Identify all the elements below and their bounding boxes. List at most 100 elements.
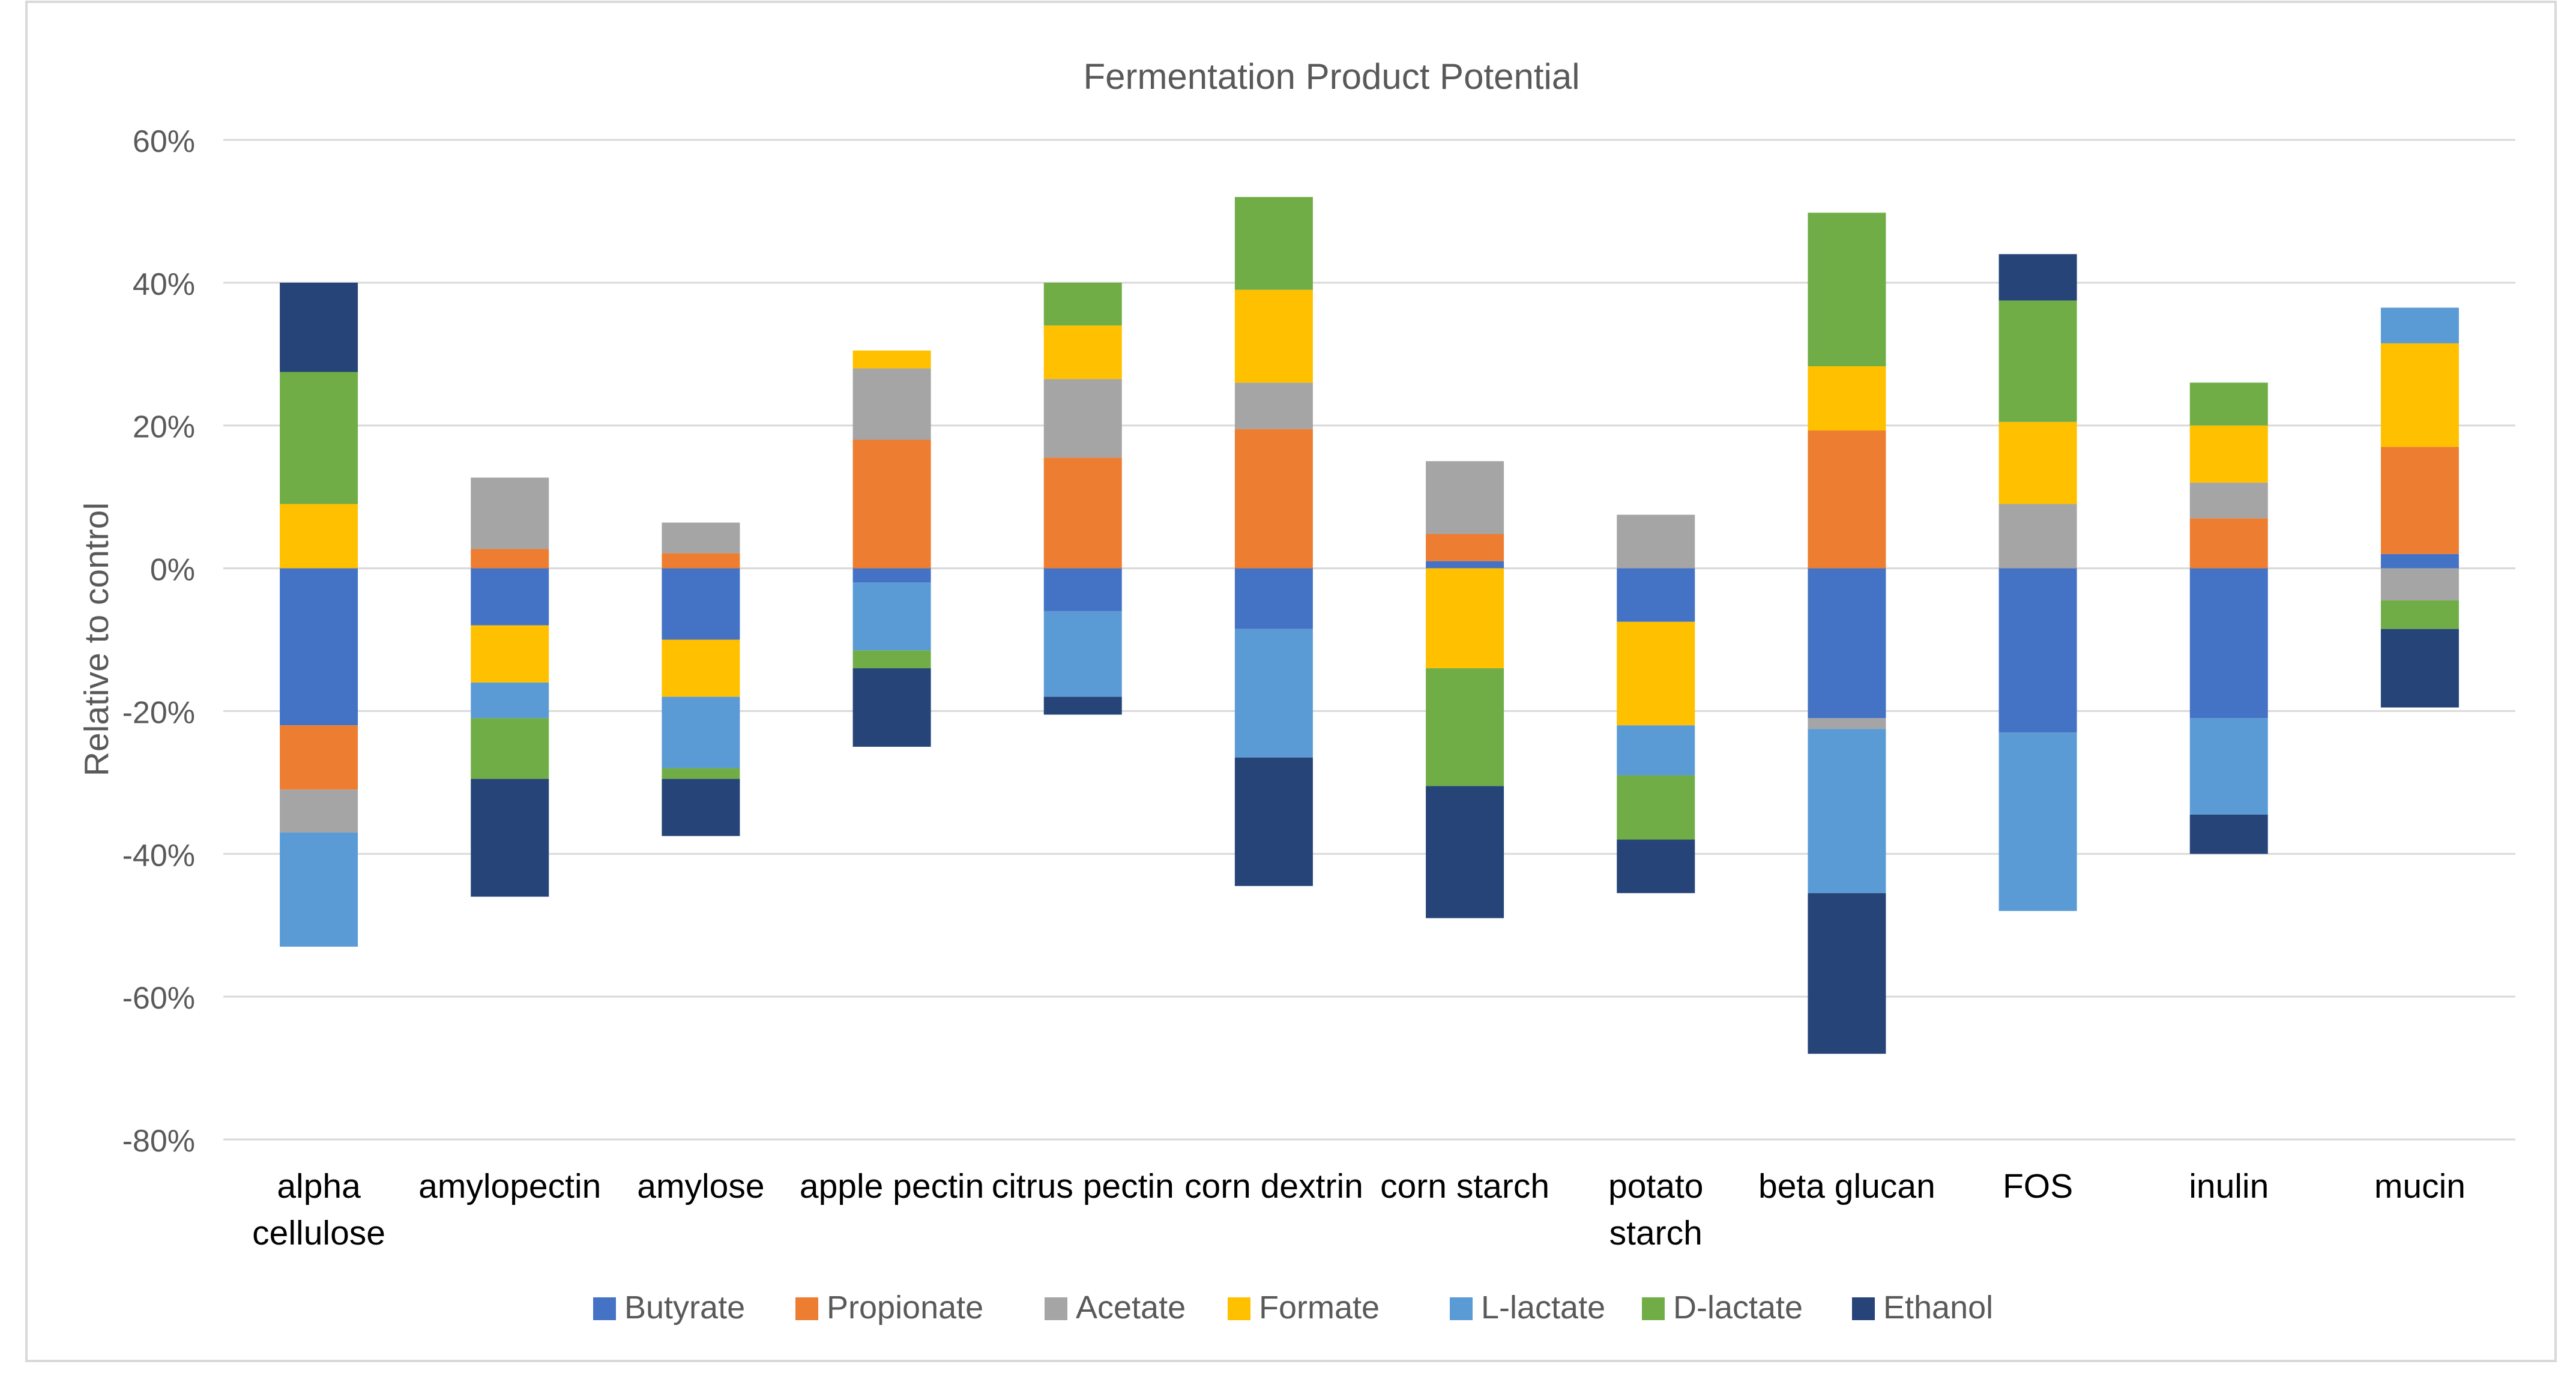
y-axis-label: Relative to control xyxy=(77,502,116,776)
bar-segment xyxy=(471,718,549,779)
bar-segment xyxy=(1998,421,2077,504)
bar-segment xyxy=(1998,504,2077,569)
legend-item: Butyrate xyxy=(593,1290,745,1326)
legend-swatch xyxy=(795,1297,818,1320)
bar-segment xyxy=(1043,696,1122,715)
bar-segment xyxy=(1426,461,1504,534)
bar-segment xyxy=(280,832,358,947)
x-tick-label: corn dextrin xyxy=(1184,1167,1363,1205)
bar-segment xyxy=(662,568,740,640)
bar-segment xyxy=(1617,621,1695,726)
x-tick-label: alpha xyxy=(277,1167,361,1205)
bar-segment xyxy=(1426,534,1504,561)
x-tick-label: FOS xyxy=(2003,1167,2073,1205)
y-tick-label: -40% xyxy=(122,838,195,873)
bar-segment xyxy=(471,568,549,626)
bar-segment xyxy=(1234,629,1313,758)
bar-segment xyxy=(1808,213,1886,367)
bar-segment xyxy=(852,368,931,440)
bar-segment xyxy=(852,650,931,669)
legend-label: Butyrate xyxy=(624,1290,745,1326)
bar-segment xyxy=(471,682,549,719)
bar-segment xyxy=(1234,289,1313,383)
bar-segment xyxy=(1426,786,1504,919)
bar-segment xyxy=(1043,568,1122,611)
chart-title: Fermentation Product Potential xyxy=(1083,56,1579,97)
bar-segment xyxy=(1426,668,1504,786)
gridlines xyxy=(223,139,2515,1141)
bar-segment xyxy=(2189,425,2268,483)
bar-segment xyxy=(1998,568,2077,733)
bar-segment xyxy=(1808,366,1886,431)
bar-segment xyxy=(1043,611,1122,697)
bar-segment xyxy=(471,625,549,683)
legend-item: Formate xyxy=(1228,1290,1380,1326)
bar-segment xyxy=(280,725,358,790)
legend-swatch xyxy=(1228,1297,1250,1320)
bar-segment xyxy=(471,477,549,549)
legend-item: Ethanol xyxy=(1852,1290,1993,1326)
legend-label: Formate xyxy=(1259,1290,1380,1326)
bar-segment xyxy=(2380,554,2459,569)
x-tick-label: apple pectin xyxy=(800,1167,984,1205)
x-tick-label: starch xyxy=(1609,1214,1703,1252)
bar-segment xyxy=(2189,718,2268,815)
bar-segment xyxy=(852,582,931,651)
x-tick-label: citrus pectin xyxy=(992,1167,1174,1205)
bar-segment xyxy=(2189,518,2268,569)
bar-segment xyxy=(662,768,740,779)
bar-segment xyxy=(662,779,740,836)
bar-segment xyxy=(471,779,549,897)
legend-label: D-lactate xyxy=(1673,1290,1803,1326)
bar-segment xyxy=(1234,197,1313,290)
legend-label: Acetate xyxy=(1076,1290,1186,1326)
bar-segment xyxy=(1808,568,1886,719)
y-tick-label: -20% xyxy=(122,695,195,730)
bar-segment xyxy=(1043,325,1122,379)
x-tick-label: mucin xyxy=(2374,1167,2466,1205)
bar-segment xyxy=(280,282,358,372)
bar-segment xyxy=(1617,775,1695,840)
bar-segment xyxy=(852,439,931,569)
bar-segment xyxy=(662,553,740,569)
x-tick-label: potato xyxy=(1608,1167,1703,1205)
bar-segment xyxy=(1234,429,1313,569)
x-tick-labels: alpha cellulose amylopectin amylose apple pe… xyxy=(252,1167,2466,1252)
bar-segment xyxy=(2380,600,2459,629)
legend-item: Propionate xyxy=(795,1290,983,1326)
bar-segment xyxy=(1234,757,1313,886)
bar-segment xyxy=(852,668,931,747)
legend-label: Ethanol xyxy=(1883,1290,1993,1326)
legend-item: Acetate xyxy=(1045,1290,1186,1326)
bar-segment xyxy=(662,522,740,554)
bar-segment xyxy=(1617,568,1695,622)
legend-swatch xyxy=(1450,1297,1473,1320)
bar-segment xyxy=(471,549,549,569)
bar-segment xyxy=(1426,568,1504,669)
bar-segment xyxy=(1808,718,1886,729)
bar-segment xyxy=(2380,568,2459,601)
y-tick-label: -80% xyxy=(122,1124,195,1159)
bar-segment xyxy=(280,372,358,504)
bar-segment xyxy=(1998,732,2077,911)
bar-segment xyxy=(1426,561,1504,569)
bar-segment xyxy=(2189,568,2268,719)
bar-segment xyxy=(1808,729,1886,893)
y-tick-labels: 60% 40% 20% 0% -20% -40% -60% -80% xyxy=(122,124,195,1159)
y-tick-label: 0% xyxy=(150,553,195,588)
y-tick-label: -60% xyxy=(122,981,195,1016)
legend-item: L-lactate xyxy=(1450,1290,1605,1326)
legend-item: D-lactate xyxy=(1642,1290,1803,1326)
y-tick-label: 40% xyxy=(133,267,195,302)
bar-segment xyxy=(1808,893,1886,1054)
bar-segment xyxy=(1043,379,1122,458)
bar-segment xyxy=(852,568,931,583)
bar-segment xyxy=(1998,254,2077,301)
bar-segment xyxy=(2380,447,2459,554)
bar-segment xyxy=(662,696,740,768)
bar-segment xyxy=(280,789,358,833)
bar-segment xyxy=(1617,514,1695,569)
legend-label: Propionate xyxy=(827,1290,983,1326)
bar-segment xyxy=(1043,457,1122,569)
